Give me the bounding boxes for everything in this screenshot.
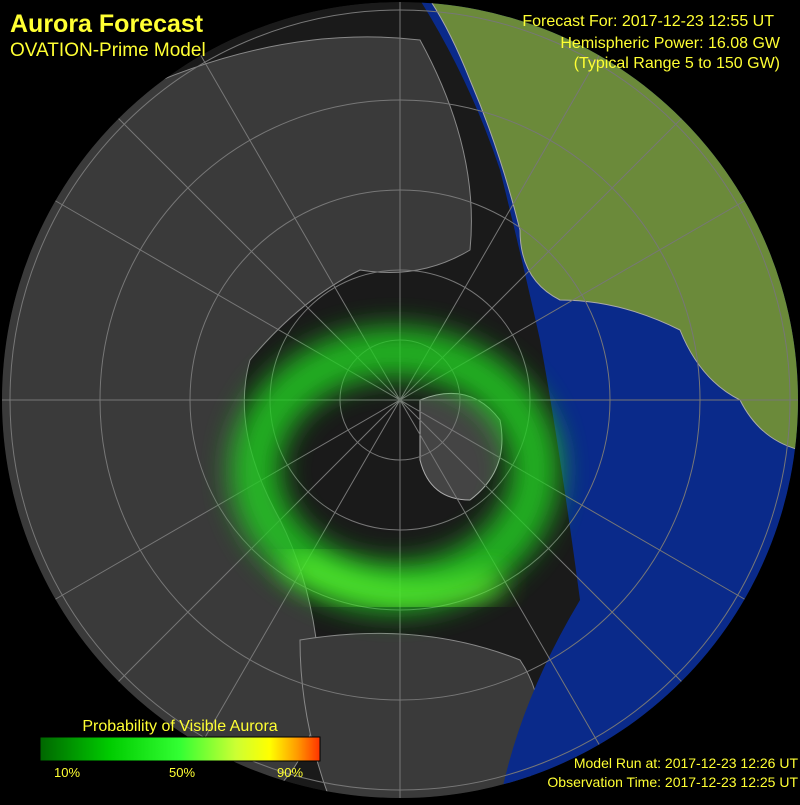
typical-range: (Typical Range 5 to 150 GW) bbox=[574, 55, 780, 72]
aurora-oval-bright bbox=[284, 550, 505, 607]
colorbar-label: 10% bbox=[54, 765, 80, 780]
colorbar-title: Probability of Visible Aurora bbox=[82, 718, 277, 735]
night-land bbox=[299, 632, 541, 798]
forecast-time: Forecast For: 2017-12-23 12:55 UT bbox=[522, 13, 774, 30]
colorbar bbox=[39, 736, 321, 762]
colorbar-label: 90% bbox=[277, 765, 303, 780]
title: Aurora Forecast bbox=[10, 10, 204, 38]
model-run: Model Run at: 2017-12-23 12:26 UT bbox=[574, 755, 799, 771]
observation-time: Observation Time: 2017-12-23 12:25 UT bbox=[547, 774, 798, 790]
hemispheric-power: Hemispheric Power: 16.08 GW bbox=[560, 35, 781, 52]
colorbar-label: 50% bbox=[169, 765, 195, 780]
subtitle: OVATION-Prime Model bbox=[10, 40, 206, 61]
